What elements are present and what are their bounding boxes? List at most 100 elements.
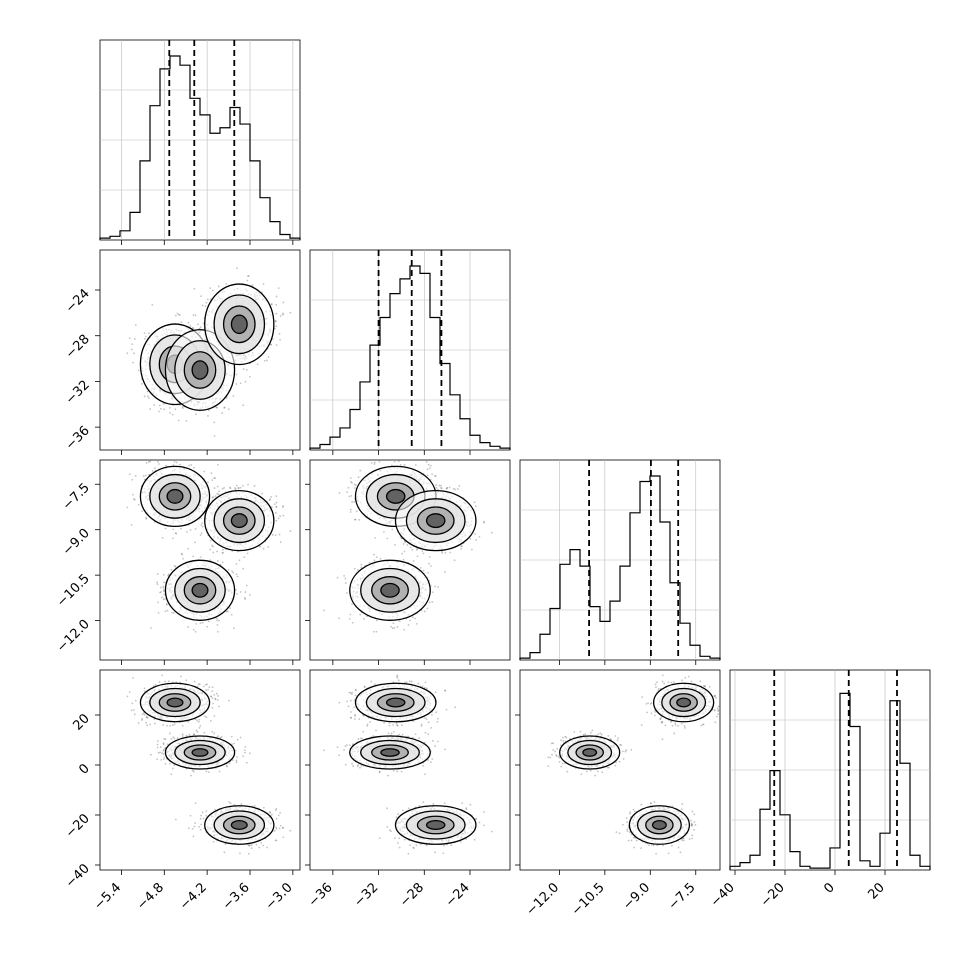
- scatter-point: [245, 369, 248, 371]
- scatter-point: [246, 552, 249, 555]
- scatter-point: [274, 511, 277, 514]
- y-tick-label: −7.5: [60, 480, 93, 513]
- scatter-point: [275, 495, 278, 497]
- scatter-point: [207, 620, 210, 623]
- scatter-point: [223, 486, 225, 489]
- scatter-point: [223, 406, 226, 409]
- scatter-point: [234, 488, 237, 490]
- scatter-point: [185, 531, 188, 533]
- scatter-point: [213, 421, 216, 424]
- scatter-point: [231, 570, 233, 573]
- scatter-point: [232, 571, 235, 574]
- scatter-point: [282, 313, 285, 316]
- scatter-point: [187, 626, 190, 628]
- scatter-point: [182, 557, 184, 560]
- scatter-point: [268, 498, 271, 501]
- scatter-point: [282, 514, 285, 517]
- scatter-point: [275, 312, 278, 315]
- scatter-point: [273, 503, 276, 506]
- scatter-point: [212, 551, 215, 554]
- scatter-point: [172, 528, 175, 531]
- scatter-point: [133, 338, 136, 340]
- scatter-point: [201, 304, 204, 307]
- scatter-point: [194, 630, 197, 633]
- grid: [100, 40, 300, 240]
- scatter-point: [156, 581, 158, 584]
- panel-1-2: [305, 459, 511, 665]
- y-tick-label: −36: [63, 423, 93, 453]
- scatter-point: [162, 403, 165, 405]
- panel-0-2: −12.0−10.5−9.0−7.5: [54, 459, 301, 665]
- scatter-point: [158, 410, 161, 413]
- scatter-point: [203, 470, 206, 473]
- y-tick-label: −24: [63, 286, 93, 316]
- scatter-point: [277, 517, 280, 520]
- scatter-point: [262, 283, 265, 286]
- scatter-point: [162, 598, 165, 601]
- scatter-point: [271, 303, 273, 306]
- scatter-point: [161, 536, 164, 539]
- scatter-point: [159, 586, 162, 589]
- scatter-point: [216, 623, 219, 626]
- scatter-point: [148, 397, 150, 399]
- scatter-point: [180, 321, 183, 323]
- scatter-point: [190, 464, 193, 466]
- scatter-point: [156, 583, 159, 586]
- scatter-point: [232, 394, 235, 397]
- scatter-point: [225, 282, 228, 285]
- scatter-point: [132, 493, 134, 496]
- scatter-point: [161, 596, 163, 599]
- scatter-point: [233, 627, 235, 630]
- y-tick-label: −28: [63, 332, 93, 362]
- scatter-point: [141, 510, 144, 513]
- scatter-point: [244, 591, 247, 593]
- scatter-point: [159, 591, 162, 594]
- scatter-point: [236, 593, 238, 595]
- scatter-point: [163, 408, 166, 411]
- scatter-point: [274, 320, 277, 323]
- scatter-point: [244, 380, 247, 383]
- scatter-point: [225, 610, 228, 613]
- scatter-point: [151, 470, 154, 472]
- scatter-point: [441, 552, 444, 554]
- scatter-point: [160, 407, 162, 410]
- scatter-point: [162, 589, 165, 592]
- scatter-point: [279, 541, 282, 543]
- scatter-point: [217, 630, 219, 633]
- panel-0-0: [99, 39, 301, 245]
- scatter-point: [200, 524, 203, 526]
- scatter-point: [275, 506, 278, 509]
- scatter-point: [153, 404, 156, 406]
- scatter-point: [143, 337, 146, 340]
- scatter-point: [187, 321, 190, 324]
- scatter-point: [131, 343, 134, 346]
- scatter-point: [253, 485, 256, 487]
- scatter-point: [218, 619, 221, 622]
- scatter-point: [142, 475, 145, 478]
- scatter-point: [209, 287, 212, 290]
- scatter-point: [199, 622, 202, 625]
- scatter-point: [126, 352, 129, 355]
- scatter-point: [143, 395, 146, 398]
- scatter-point: [242, 368, 245, 370]
- scatter-point: [207, 415, 209, 417]
- scatter-point: [228, 408, 230, 411]
- scatter-point: [185, 419, 188, 422]
- scatter-point: [193, 466, 195, 469]
- scatter-point: [169, 412, 171, 414]
- scatter-point: [261, 492, 264, 495]
- scatter-point: [236, 575, 239, 578]
- scatter-point: [221, 412, 224, 414]
- scatter-point: [246, 279, 249, 282]
- y-tick-label: −10.5: [54, 571, 93, 610]
- scatter-point: [262, 547, 265, 550]
- scatter-point: [279, 515, 282, 518]
- scatter-point: [235, 573, 238, 576]
- scatter-point: [212, 496, 215, 498]
- histogram-step: [99, 55, 301, 240]
- scatter-point: [141, 382, 143, 385]
- scatter-point: [223, 407, 226, 409]
- scatter-point: [235, 373, 238, 376]
- scatter-point: [275, 501, 278, 504]
- scatter-point: [134, 475, 137, 477]
